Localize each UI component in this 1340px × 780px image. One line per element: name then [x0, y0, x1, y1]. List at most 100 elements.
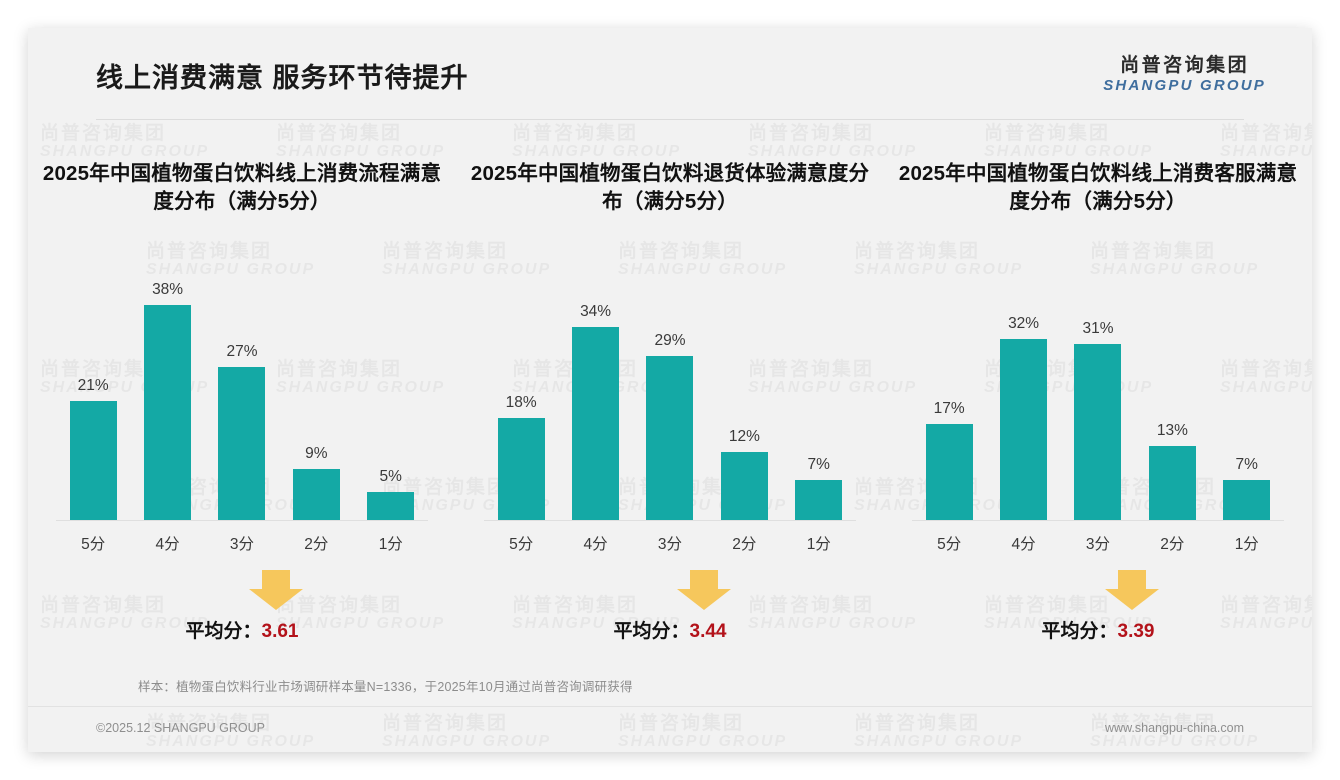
bar-group: 27% — [207, 266, 278, 520]
x-axis-label: 2分 — [1160, 536, 1185, 553]
bar-group: 29% — [635, 266, 706, 520]
bar-value-label: 29% — [654, 331, 686, 349]
x-axis-labels: 5分 4分 3分 2分 1分 — [484, 532, 856, 554]
chart-panels: 2025年中国植物蛋白饮料线上消费流程满意度分布（满分5分） 21% 38% 27%… — [28, 138, 1312, 668]
bar-group: 7% — [783, 266, 854, 520]
copyright-text: ©2025.12 SHANGPU GROUP — [96, 721, 265, 735]
bar-group: 34% — [560, 266, 631, 520]
bar — [367, 491, 415, 520]
average-block: 平均分：3.61 — [28, 570, 456, 643]
sample-footnote: 样本：植物蛋白饮料行业市场调研样本量N=1336，于2025年10月通过尚普咨询… — [138, 680, 633, 694]
average-block: 平均分：3.39 — [884, 570, 1312, 643]
x-axis-label: 3分 — [229, 536, 255, 553]
average-value: 3.39 — [1117, 621, 1155, 642]
bar-value-label: 18% — [505, 394, 537, 411]
bar — [69, 401, 117, 520]
bar-chart-3: 17% 32% 31% 13% 7% 5分 4分 3分 2分 1分 — [912, 266, 1284, 556]
logo-chinese-text: 尚普咨询集团 — [1120, 55, 1250, 76]
chart-title: 2025年中国植物蛋白饮料线上消费流程满意度分布（满分5分） — [42, 162, 442, 214]
x-axis-label: 2分 — [304, 536, 329, 553]
brand-logo: 尚普咨询集团 SHANGPU GROUP — [1103, 55, 1266, 96]
average-value: 3.44 — [689, 621, 727, 642]
bar-value-label: 27% — [226, 343, 258, 360]
average-block: 平均分：3.44 — [456, 570, 884, 643]
bar-chart-2: 18% 34% 29% 12% 7% 5分 4分 3分 2分 1分 — [484, 266, 856, 556]
x-axis-label: 4分 — [1011, 536, 1036, 553]
bar-value-label: 7% — [1235, 456, 1258, 474]
bar-group: 7% — [1211, 266, 1282, 520]
chart-panel-3: 2025年中国植物蛋白饮料线上消费客服满意度分布（满分5分） 17% 32% 31%… — [884, 138, 1312, 668]
bar — [1223, 480, 1271, 520]
bar-value-label: 13% — [1156, 422, 1188, 440]
bar — [1000, 338, 1048, 520]
bar — [218, 367, 266, 520]
x-axis-label: 4分 — [155, 536, 180, 553]
bar-chart-1: 21% 38% 27% 9% 5% 5分 4分 3分 2分 1分 — [56, 266, 428, 556]
website-url[interactable]: www.shangpu-china.com — [1105, 721, 1244, 735]
header-divider — [96, 119, 1244, 120]
average-score: 平均分：3.39 — [884, 616, 1312, 643]
bar-value-label: 38% — [152, 280, 184, 298]
down-arrow-icon — [249, 570, 303, 610]
average-label: 平均分： — [1041, 621, 1118, 642]
bar-value-label: 34% — [580, 303, 612, 321]
bar — [1074, 344, 1122, 520]
plot-area: 17% 32% 31% 13% 7% — [912, 266, 1284, 521]
bar-group: 17% — [914, 266, 985, 520]
plot-area: 18% 34% 29% 12% 7% — [484, 266, 856, 521]
bar-group: 9% — [281, 266, 352, 520]
bar-group: 32% — [988, 266, 1059, 520]
bar-group: 5% — [355, 266, 426, 520]
x-axis-label: 5分 — [937, 536, 962, 553]
x-axis-labels: 5分 4分 3分 2分 1分 — [912, 532, 1284, 554]
bar-value-label: 31% — [1082, 320, 1114, 338]
bar-group: 38% — [132, 266, 203, 520]
bar-group: 13% — [1137, 266, 1208, 520]
x-axis-label: 1分 — [806, 536, 831, 553]
bar-group: 18% — [486, 266, 557, 520]
bar — [925, 423, 973, 520]
chart-panel-1: 2025年中国植物蛋白饮料线上消费流程满意度分布（满分5分） 21% 38% 27%… — [28, 138, 456, 668]
x-axis-label: 1分 — [1234, 536, 1259, 553]
x-axis-labels: 5分 4分 3分 2分 1分 — [56, 532, 428, 554]
slide-header: 线上消费满意 服务环节待提升 尚普咨询集团 SHANGPU GROUP — [28, 28, 1312, 120]
bar-value-label: 5% — [379, 467, 402, 485]
bar-value-label: 17% — [933, 399, 965, 417]
chart-panel-2: 2025年中国植物蛋白饮料退货体验满意度分布（满分5分） 18% 34% 29% 12… — [456, 138, 884, 668]
bar — [572, 327, 620, 520]
average-score: 平均分：3.44 — [456, 616, 884, 643]
x-axis-label: 2分 — [732, 536, 757, 553]
plot-area: 21% 38% 27% 9% 5% — [56, 266, 428, 521]
bar — [646, 355, 694, 520]
chart-title: 2025年中国植物蛋白饮料退货体验满意度分布（满分5分） — [470, 162, 870, 214]
bar-value-label: 21% — [77, 377, 109, 394]
x-axis-label: 3分 — [1085, 536, 1111, 553]
bar-value-label: 9% — [305, 445, 328, 462]
slide-footer: ©2025.12 SHANGPU GROUP www.shangpu-china… — [28, 706, 1312, 752]
bar-group: 31% — [1063, 266, 1134, 520]
x-axis-label: 1分 — [378, 536, 403, 553]
bar — [795, 480, 843, 520]
bar-value-label: 7% — [807, 456, 830, 474]
x-axis-label: 4分 — [583, 536, 608, 553]
bar — [720, 452, 768, 520]
bar-group: 12% — [709, 266, 780, 520]
bar — [1148, 446, 1196, 520]
down-arrow-icon — [677, 570, 731, 610]
bar — [144, 304, 192, 520]
average-label: 平均分： — [185, 621, 262, 642]
average-label: 平均分： — [613, 621, 690, 642]
down-arrow-icon — [1105, 570, 1159, 610]
average-value: 3.61 — [261, 621, 299, 642]
chart-title: 2025年中国植物蛋白饮料线上消费客服满意度分布（满分5分） — [898, 162, 1298, 214]
page-title: 线上消费满意 服务环节待提升 — [96, 63, 469, 93]
logo-english-text: SHANGPU GROUP — [1103, 76, 1266, 94]
bar-group: 21% — [58, 266, 129, 520]
average-score: 平均分：3.61 — [28, 616, 456, 643]
x-axis-label: 3分 — [657, 536, 683, 553]
bar — [292, 469, 340, 520]
x-axis-label: 5分 — [81, 536, 106, 553]
bar-value-label: 12% — [728, 428, 760, 445]
bar — [497, 418, 545, 520]
